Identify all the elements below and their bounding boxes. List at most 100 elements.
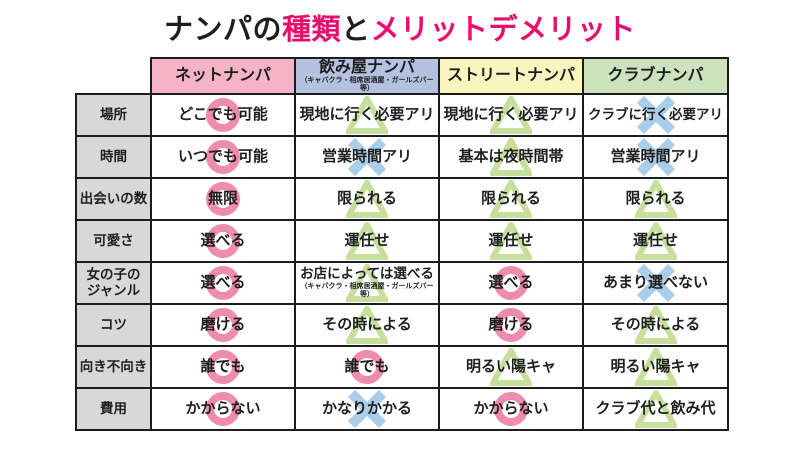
table-cell: 基本は夜時間帯 [438, 135, 584, 180]
table-cell: いつでも可能 [150, 135, 296, 180]
cell-text: 現地に行く必要アリ [299, 106, 435, 124]
table-cell: 現地に行く必要アリ [438, 93, 584, 138]
table-cell: その時による [582, 303, 729, 348]
table-cell: 営業時間アリ [294, 135, 440, 180]
circle-icon [206, 140, 240, 175]
cell-text: どこでも可能 [178, 106, 268, 124]
column-header-label: クラブナンパ [607, 67, 704, 85]
cell-text: 選べる [200, 274, 246, 292]
cell-text: かからない [473, 400, 549, 418]
cell-text: 限られる [480, 190, 541, 208]
cell-text: 磨ける [488, 316, 534, 334]
column-header-label: 飲み屋ナンパ [318, 59, 415, 76]
title-segment-highlight: 種類 [281, 14, 341, 46]
column-header-label: ストリートナンパ [446, 67, 575, 85]
cell-text: 限られる [625, 190, 686, 208]
cell-text: 営業時間アリ [610, 148, 701, 166]
triangle-icon [634, 306, 677, 345]
table-row: 出会いの数 無限 限られる 限られる 限られる [75, 177, 729, 222]
column-header-label: ネットナンパ [174, 67, 271, 85]
triangle-icon [346, 222, 388, 261]
table-cell: 無限 [150, 177, 296, 222]
cell-text: 無限 [207, 190, 238, 208]
table-cell: 運任せ [294, 219, 440, 264]
table-row: 向き不向き 誰でも 誰でも 明るい陽キャ 明るい陽キャ [75, 345, 729, 390]
table-cell: あまり選べない [582, 261, 729, 306]
table-cell: その時による [294, 303, 440, 348]
table-cell: 限られる [438, 177, 584, 222]
cell-text: 明るい陽キャ [465, 358, 556, 376]
cell-text: あまり選べない [602, 274, 708, 292]
cell-text: クラブ代と飲み代 [595, 400, 716, 418]
circle-icon [206, 224, 240, 259]
table-cell: 明るい陽キャ [438, 345, 584, 390]
table-cell: 営業時間アリ [582, 135, 729, 180]
corner-cell [76, 58, 151, 95]
row-label: 場所 [75, 93, 152, 138]
circle-icon [206, 392, 240, 427]
cell-text: 誰でも [200, 358, 246, 376]
row-label: 向き不向き [75, 345, 152, 390]
cell-text: 現地に行く必要アリ [443, 106, 579, 124]
circle-icon [206, 350, 240, 385]
triangle-icon [490, 138, 532, 177]
table-cell: 現地に行く必要アリ [294, 93, 440, 138]
title-segment: と [341, 14, 371, 46]
triangle-icon [490, 180, 532, 219]
table-cell: 誰でも [150, 345, 296, 390]
circle-icon [350, 350, 384, 385]
circle-icon [494, 308, 528, 343]
table-cell: 誰でも [294, 345, 440, 390]
page-title: ナンパの種類とメリットデメリット [0, 6, 800, 48]
table-row: 可愛さ 選べる 運任せ 運任せ 運任せ [75, 219, 729, 264]
circle-icon [206, 308, 240, 343]
table-cell: クラブ代と飲み代 [582, 387, 729, 432]
table-cell: 選べる [150, 219, 296, 264]
table-cell: かなりかかる [294, 387, 440, 432]
table-row: 費用 かからない かなりかかる かからない クラブ代と飲み代 [75, 387, 729, 432]
triangle-icon [346, 96, 388, 135]
circle-icon [206, 266, 240, 301]
cell-text: 営業時間アリ [321, 148, 412, 166]
title-segment-highlight: メリットデメリット [370, 14, 637, 46]
row-label: コツ [75, 303, 152, 348]
cell-text: お店によっては選べる [300, 266, 434, 282]
row-label: 時間 [75, 135, 152, 180]
cell-text: 誰でも [344, 358, 390, 376]
circle-icon [494, 266, 528, 301]
cell-text: 基本は夜時間帯 [458, 148, 564, 166]
triangle-icon [490, 96, 532, 135]
cell-text: 明るい陽キャ [610, 358, 701, 376]
table-cell: 限られる [582, 177, 729, 222]
column-header: ストリートナンパ [438, 56, 584, 96]
table-cell: かからない [150, 387, 296, 432]
column-header-subtitle: （キャバクラ・相席居酒屋・ガールズバー等） [300, 76, 434, 92]
cell-text: 運任せ [344, 232, 390, 250]
table-cell: 選べる [438, 261, 584, 306]
row-label: 出会いの数 [75, 177, 152, 222]
comparison-table: ネットナンパ 飲み屋ナンパ （キャバクラ・相席居酒屋・ガールズバー等） ストリートナン… [75, 56, 729, 432]
table-cell: どこでも可能 [150, 93, 296, 138]
cell-text: 運任せ [488, 232, 534, 250]
table-cell: 限られる [294, 177, 440, 222]
row-label: 女の子の ジャンル [75, 261, 152, 306]
triangle-icon [634, 180, 677, 219]
cell-text: その時による [322, 316, 412, 334]
triangle-icon [490, 222, 532, 261]
triangle-icon [346, 264, 388, 303]
table-cell: 運任せ [438, 219, 584, 264]
table-cell: 明るい陽キャ [582, 345, 729, 390]
table-cell: 磨ける [150, 303, 296, 348]
triangle-icon [634, 348, 677, 387]
table-header: ネットナンパ 飲み屋ナンパ （キャバクラ・相席居酒屋・ガールズバー等） ストリートナン… [76, 56, 729, 96]
circle-icon [206, 182, 240, 217]
header-row: ネットナンパ 飲み屋ナンパ （キャバクラ・相席居酒屋・ガールズバー等） ストリートナン… [76, 56, 729, 96]
table-body: 場所 どこでも可能 現地に行く必要アリ 現地に行く必要アリ クラブに行く必要アリ 時間 いつ… [75, 93, 729, 432]
cell-text: 選べる [200, 232, 246, 250]
table-cell: かからない [438, 387, 584, 432]
cell-text: 磨ける [200, 316, 246, 334]
table-cell: 運任せ [582, 219, 729, 264]
row-label: 可愛さ [75, 219, 152, 264]
cell-text: かからない [185, 400, 261, 418]
cell-text: 運任せ [632, 232, 678, 250]
